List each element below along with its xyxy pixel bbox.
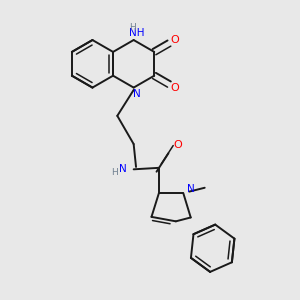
Text: O: O — [171, 35, 179, 45]
Text: O: O — [171, 83, 179, 93]
Text: N: N — [119, 164, 127, 174]
Text: O: O — [174, 140, 183, 150]
Text: NH: NH — [129, 28, 144, 38]
Text: H: H — [129, 23, 136, 32]
Text: N: N — [133, 89, 140, 99]
Text: N: N — [187, 184, 195, 194]
Text: H: H — [112, 168, 118, 177]
